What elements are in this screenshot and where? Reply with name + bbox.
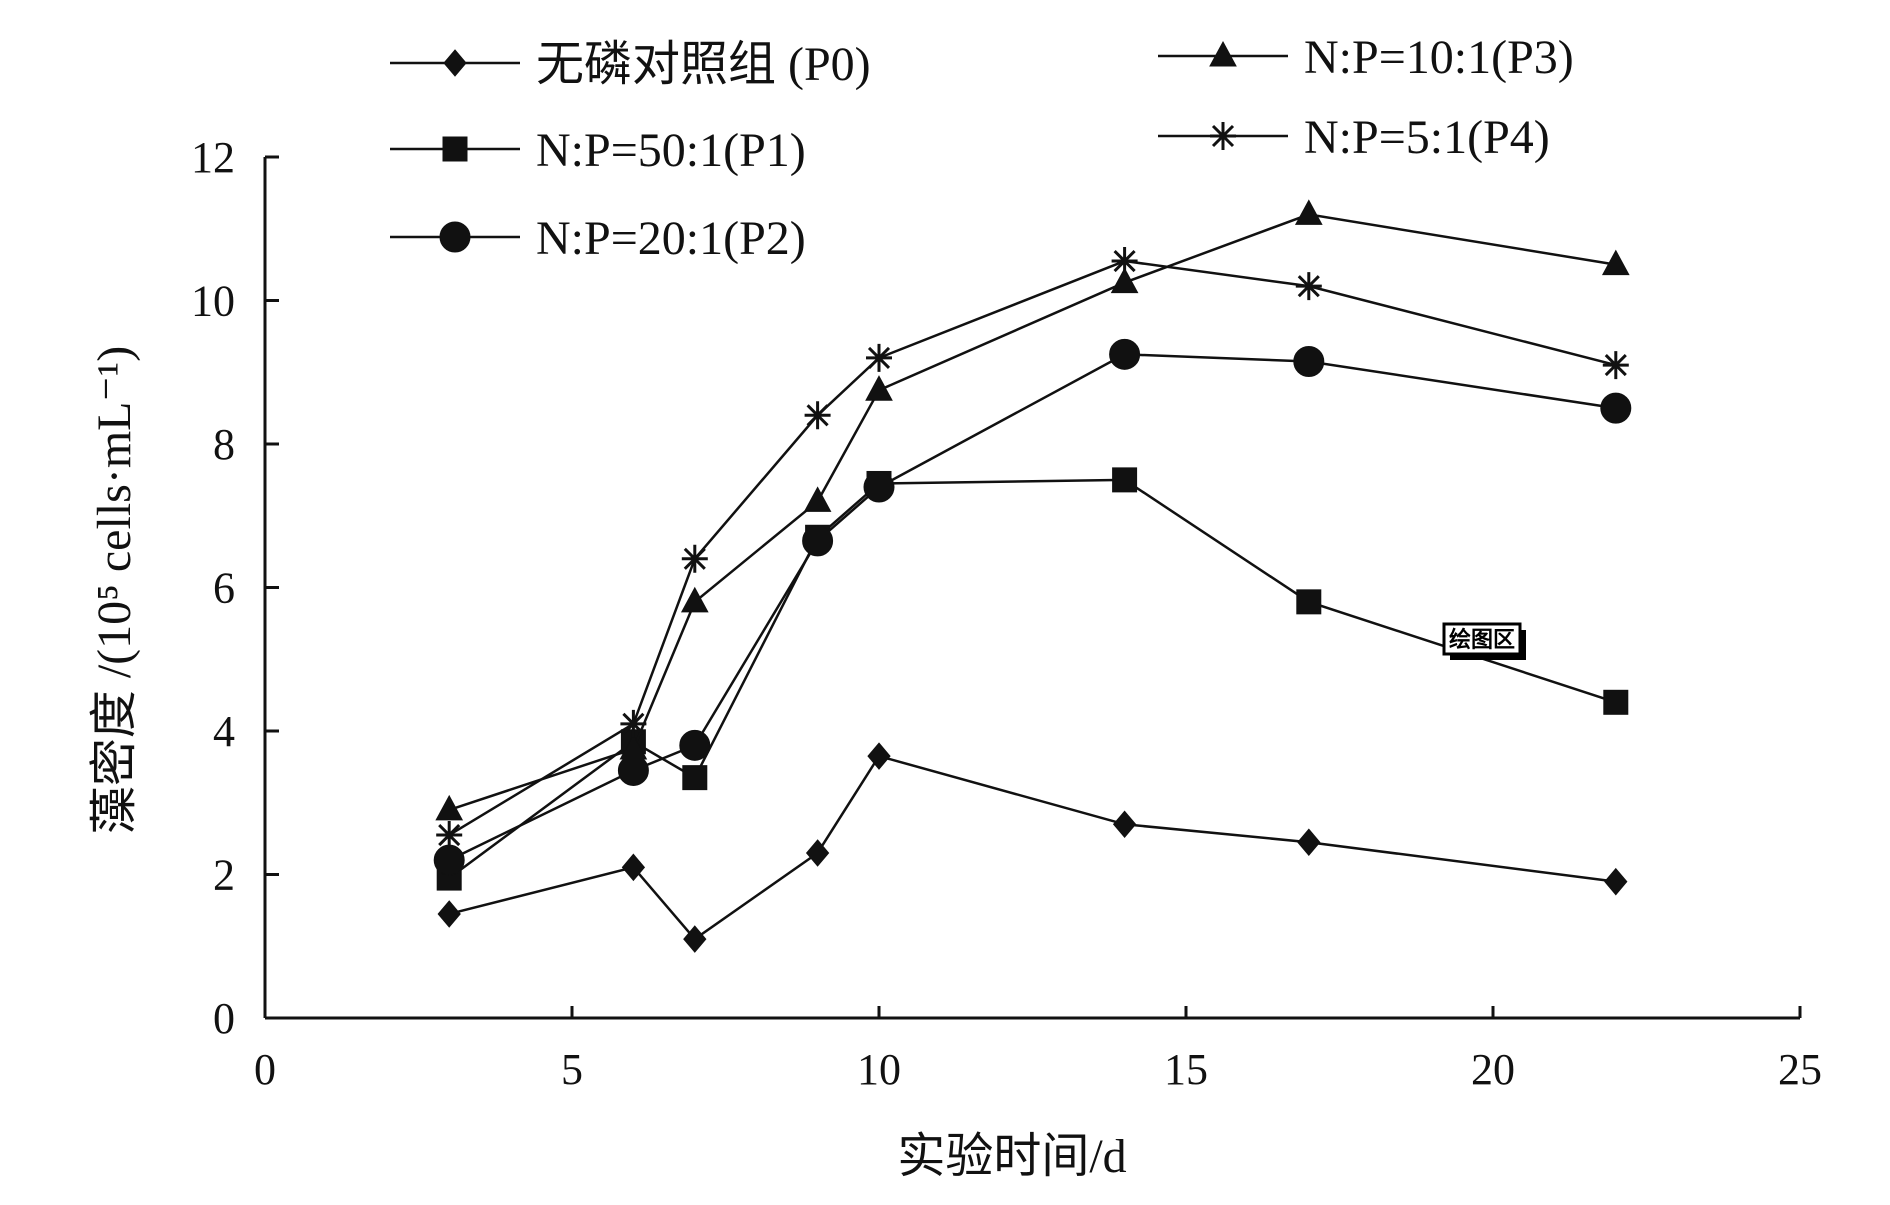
- series-group: [433, 199, 1632, 953]
- asterisk-marker: [866, 343, 892, 372]
- series-line: [448, 754, 1616, 941]
- series-3: [435, 199, 1630, 821]
- y-tick-label: 4: [213, 707, 235, 756]
- diamond-marker: [805, 839, 830, 867]
- asterisk-marker: [1602, 351, 1629, 380]
- legend-label: 无磷对照组 (P0): [536, 38, 871, 91]
- asterisk-marker: [804, 401, 831, 430]
- circle-marker: [439, 221, 471, 253]
- circle-marker: [679, 729, 711, 761]
- series-line: [448, 259, 1617, 837]
- circle-marker: [1293, 345, 1325, 377]
- square-marker: [1112, 467, 1138, 493]
- circle-marker: [617, 754, 649, 786]
- y-tick-label: 0: [213, 994, 235, 1043]
- legend-item-4: N:P=5:1(P4): [1158, 111, 1550, 164]
- diamond-marker: [443, 49, 467, 77]
- legend-label: N:P=50:1(P1): [536, 124, 806, 177]
- diamond-marker: [437, 900, 461, 928]
- triangle-marker: [1294, 199, 1323, 225]
- diamond-marker: [1604, 867, 1628, 896]
- legend-label: N:P=5:1(P4): [1304, 111, 1550, 164]
- x-tick-label: 25: [1778, 1045, 1822, 1094]
- x-tick-label: 0: [254, 1045, 276, 1094]
- x-axis-label: 实验时间/d: [897, 1130, 1126, 1183]
- asterisk-marker: [620, 709, 647, 738]
- plot-area-tooltip: 绘图区: [1442, 622, 1526, 660]
- triangle-marker: [1110, 267, 1139, 294]
- diamond-marker: [867, 742, 891, 770]
- triangle-marker: [1209, 40, 1237, 67]
- svg-text:绘图区: 绘图区: [1449, 627, 1515, 653]
- x-tick-label: 10: [857, 1045, 901, 1094]
- triangle-marker: [803, 486, 832, 512]
- series-0: [437, 742, 1628, 953]
- diamond-marker: [621, 853, 646, 882]
- circle-marker: [802, 525, 834, 557]
- x-tick-label: 20: [1471, 1045, 1515, 1094]
- axes: 0 5 10 15 20 25 0 2 4 6 8 10 12: [191, 133, 1822, 1094]
- square-marker: [682, 765, 708, 791]
- x-tick-label: 15: [1164, 1045, 1208, 1094]
- y-tick-label: 10: [191, 277, 235, 326]
- asterisk-marker: [1111, 247, 1138, 276]
- circle-marker: [863, 471, 895, 503]
- x-tick-label: 5: [561, 1045, 583, 1094]
- legend-item-1: N:P=50:1(P1): [390, 124, 806, 177]
- series-4: [436, 247, 1629, 850]
- triangle-marker: [435, 794, 464, 821]
- triangle-marker: [865, 375, 893, 401]
- series-line: [448, 213, 1617, 812]
- series-line: [448, 478, 1617, 880]
- circle-marker: [1600, 392, 1632, 424]
- asterisk-marker: [1210, 122, 1236, 150]
- legend-item-3: N:P=10:1(P3): [1158, 31, 1574, 84]
- asterisk-marker: [1295, 272, 1322, 301]
- legend: 无磷对照组 (P0) N:P=50:1(P1) N:P=20:1(P2) N:P=10…: [390, 31, 1574, 265]
- y-tick-label: 12: [191, 133, 235, 182]
- y-axis-label: 藻密度 /(10⁵ cells·mL⁻¹): [88, 346, 141, 834]
- y-tick-label: 6: [213, 564, 235, 613]
- series-1: [436, 467, 1629, 891]
- square-marker: [1603, 689, 1629, 715]
- circle-marker: [1109, 338, 1141, 370]
- triangle-marker: [1601, 249, 1630, 276]
- triangle-marker: [680, 586, 709, 613]
- asterisk-marker: [681, 544, 708, 573]
- legend-label: N:P=20:1(P2): [536, 212, 806, 265]
- legend-label: N:P=10:1(P3): [1304, 31, 1574, 84]
- triangle-marker: [619, 733, 648, 760]
- legend-item-2: N:P=20:1(P2): [390, 212, 806, 265]
- y-tick-label: 8: [213, 420, 235, 469]
- circle-marker: [433, 844, 465, 876]
- series-line: [448, 353, 1616, 862]
- diamond-marker: [1297, 828, 1321, 856]
- legend-item-0: 无磷对照组 (P0): [390, 38, 871, 91]
- y-tick-label: 2: [213, 851, 235, 900]
- square-marker: [1296, 589, 1322, 615]
- series-2: [433, 338, 1632, 876]
- diamond-marker: [683, 925, 707, 953]
- diamond-marker: [1112, 810, 1137, 839]
- asterisk-marker: [436, 821, 463, 850]
- square-marker: [442, 136, 468, 162]
